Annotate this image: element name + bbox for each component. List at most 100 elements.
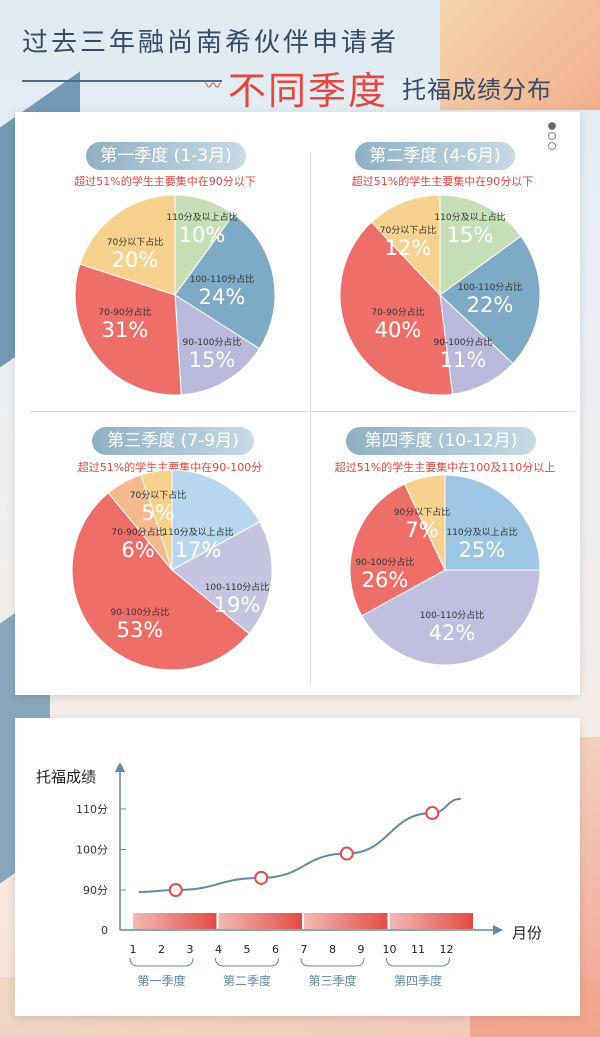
slice-label: 110分及以上占比	[446, 526, 517, 538]
slice-percent: 17%	[175, 538, 222, 562]
quarter-title: 第二季度 (4-6月)	[355, 142, 515, 170]
pie-slice	[403, 474, 446, 571]
title-highlight: 不同季度	[228, 69, 389, 113]
x-tick-label: 3	[187, 943, 194, 956]
quarter-bar	[389, 913, 473, 929]
slice-percent: 10%	[179, 223, 226, 247]
quarter-title: 第一季度 (1-3月)	[86, 142, 246, 170]
quarter-bar	[304, 913, 388, 929]
slice-label: 90-100分占比	[111, 606, 170, 618]
x-tick-label: 8	[329, 943, 336, 956]
quarter-title: 第三季度 (7-9月)	[92, 427, 254, 455]
y-tick-label: 0	[101, 924, 108, 937]
x-tick-label: 2	[158, 943, 165, 956]
quarter-bar	[218, 913, 302, 929]
x-tick-label: 1	[130, 943, 137, 956]
quarter-subtitle: 超过51%的学生主要集中在90分以下	[351, 175, 534, 188]
slice-percent: 6%	[121, 538, 154, 562]
decor-shape	[440, 0, 600, 110]
quarter-bracket	[215, 957, 279, 967]
title-divider	[22, 80, 222, 82]
title-subtitle: 托福成绩分布	[402, 76, 552, 104]
x-tick-label: 4	[215, 943, 222, 956]
x-tick-label: 11	[411, 943, 425, 956]
slice-label: 90-100分占比	[356, 556, 415, 568]
slice-percent: 24%	[199, 285, 246, 309]
slice-label: 90-100分占比	[434, 336, 493, 348]
pie-slice	[74, 263, 182, 396]
slice-label: 100-110分占比	[458, 281, 523, 293]
quarter-bar	[133, 913, 217, 929]
slice-label: 70分以下占比	[107, 236, 163, 248]
data-point	[168, 883, 183, 897]
slice-percent: 19%	[214, 593, 261, 617]
pie-charts: 110分及以上占比10%100-110分占比24%90-100分占比15%70-…	[71, 194, 541, 671]
y-axis-label: 托福成绩	[36, 768, 96, 786]
y-axis-arrow	[115, 762, 125, 772]
pie-slice	[171, 469, 261, 571]
pie-slice	[439, 235, 541, 365]
slice-percent: 22%	[467, 293, 514, 317]
x-tick-label: 7	[301, 943, 308, 956]
pie-slice	[174, 213, 276, 350]
slice-percent: 53%	[117, 618, 164, 642]
slice-percent: 20%	[112, 248, 159, 272]
slice-label: 70-90分占比	[111, 526, 164, 538]
x-tick-label: 12	[440, 943, 454, 956]
line-card	[15, 718, 580, 1016]
slice-percent: 26%	[362, 568, 409, 592]
pie-slice	[361, 569, 541, 666]
slice-label: 100-110分占比	[190, 273, 255, 285]
quarter-bracket	[129, 957, 194, 967]
y-tick-label: 100分	[76, 844, 108, 857]
slice-percent: 11%	[440, 348, 487, 372]
y-tick-label: 90分	[83, 884, 108, 897]
x-axis-arrow	[493, 925, 503, 935]
slice-label: 70分以下占比	[380, 224, 436, 236]
quarter-title: 第四季度 (10-12月)	[346, 427, 536, 455]
divider	[30, 411, 575, 412]
pie-slice	[439, 194, 522, 296]
quarter-label: 第一季度	[137, 973, 185, 988]
pie-slice	[71, 492, 250, 671]
quarter-label: 第二季度	[223, 973, 271, 988]
slice-percent: 15%	[189, 348, 236, 372]
data-point	[425, 806, 440, 821]
x-axis-label: 月份	[512, 924, 542, 942]
slice-label: 100-110分占比	[205, 581, 270, 593]
quarter-subtitle: 超过51%的学生主要集中在100及110分以上	[334, 461, 556, 474]
pie-slice	[171, 521, 273, 635]
slice-label: 110分及以上占比	[166, 211, 237, 223]
quarter-bracket	[300, 957, 365, 967]
slice-percent: 31%	[102, 318, 149, 342]
data-point	[339, 846, 354, 861]
slice-percent: 15%	[447, 223, 494, 247]
page-title: 过去三年融尚南希伙伴申请者	[22, 28, 400, 58]
quarter-label: 第四季度	[394, 973, 442, 988]
quarter-subtitle: 超过51%的学生主要集中在90-100分	[77, 461, 263, 474]
slice-percent: 7%	[405, 518, 438, 542]
slice-label: 70-90分占比	[371, 306, 424, 318]
divider	[310, 152, 311, 684]
pie-slice	[174, 294, 261, 396]
x-tick-label: 9	[358, 943, 365, 956]
trend-line	[138, 797, 461, 894]
pie-slice	[444, 474, 541, 571]
slice-label: 90-100分占比	[183, 336, 242, 348]
dots-icon	[548, 122, 556, 152]
slice-label: 100-110分占比	[420, 609, 485, 621]
x-tick-label: 6	[272, 943, 279, 956]
pie-slice	[140, 469, 173, 571]
quarter-subtitle: 超过51%的学生主要集中在90分以下	[74, 175, 256, 188]
slice-label: 90分以下占比	[394, 506, 450, 518]
slice-percent: 25%	[459, 538, 506, 562]
slice-percent: 12%	[385, 236, 432, 260]
y-tick-label: 110分	[76, 803, 108, 816]
slice-percent: 5%	[141, 501, 174, 525]
x-tick-label: 10	[383, 943, 397, 956]
slice-percent: 42%	[429, 621, 476, 645]
pie-slice	[370, 194, 441, 297]
data-point	[254, 870, 269, 885]
